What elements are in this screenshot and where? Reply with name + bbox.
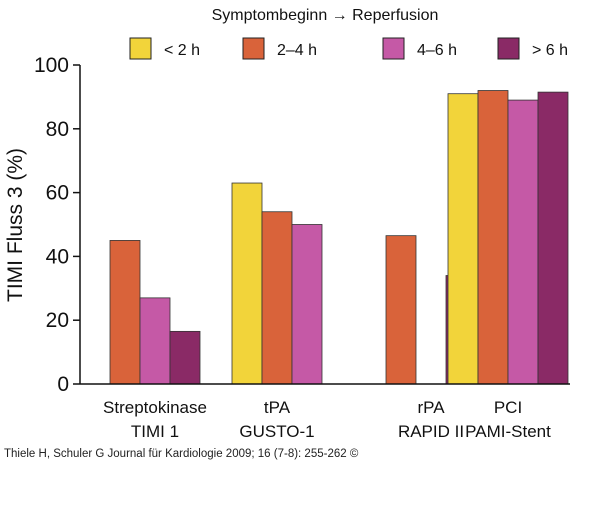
x-category-label-1-line-1: Streptokinase <box>103 398 207 417</box>
x-category-label-3-line-2: RAPID II <box>398 422 464 441</box>
bar-2-series-3 <box>291 224 323 385</box>
x-category-label-4-line-2: PAMI-Stent <box>465 422 551 441</box>
legend-title: Symptombeginn → Reperfusion <box>212 7 439 24</box>
legend-label-4: > 6 h <box>532 42 568 59</box>
source-caption: Thiele H, Schuler G Journal für Kardiolo… <box>4 448 359 460</box>
x-category-label-2-line-1: tPA <box>264 398 291 417</box>
bar-4-series-3 <box>507 99 539 385</box>
legend-swatch-1 <box>129 37 152 60</box>
legend-label-1: < 2 h <box>164 42 200 59</box>
bar-1-series-4 <box>169 330 201 385</box>
y-tick-label-80: 80 <box>46 118 69 141</box>
y-tick-label-100: 100 <box>34 54 69 77</box>
y-axis-label: TIMI Fluss 3 (%) <box>4 148 27 302</box>
bar-2-series-1 <box>231 182 263 385</box>
legend-swatch-4 <box>497 37 520 60</box>
bar-2-series-2 <box>261 211 293 385</box>
bar-4-series-2 <box>477 90 509 385</box>
bar-chart: Symptombeginn → Reperfusion < 2 h 2–4 h 4–6… <box>4 7 570 441</box>
y-tick-label-60: 60 <box>46 182 69 205</box>
x-category-label-1-line-2: TIMI 1 <box>131 422 179 441</box>
legend-swatch-3 <box>382 37 405 60</box>
x-category-label-3-line-1: rPA <box>417 398 445 417</box>
legend-label-2: 2–4 h <box>277 42 317 59</box>
y-tick-label-0: 0 <box>57 373 69 396</box>
y-tick-label-40: 40 <box>46 245 69 268</box>
y-tick-label-20: 20 <box>46 309 69 332</box>
bar-3-series-2 <box>385 235 417 385</box>
x-category-label-4-line-1: PCI <box>494 398 522 417</box>
bar-4-series-4 <box>537 91 569 385</box>
bar-4-series-1 <box>447 93 479 385</box>
x-category-label-2-line-2: GUSTO-1 <box>239 422 314 441</box>
legend-label-3: 4–6 h <box>417 42 457 59</box>
bar-1-series-3 <box>139 297 171 385</box>
legend-swatch-2 <box>242 37 265 60</box>
bar-1-series-2 <box>109 240 141 385</box>
